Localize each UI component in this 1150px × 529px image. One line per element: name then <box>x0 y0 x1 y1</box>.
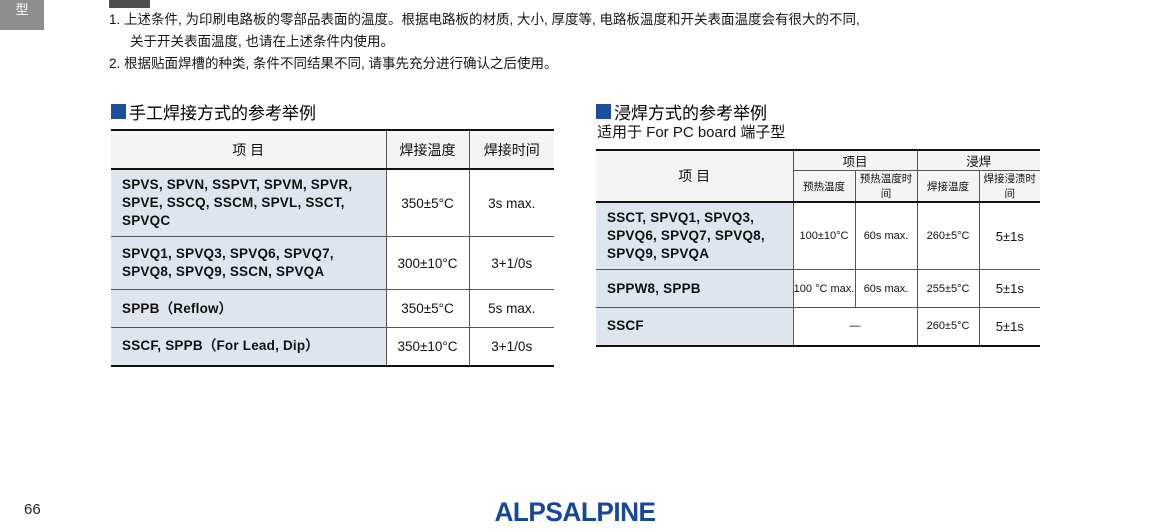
item-cell: SSCT, SPVQ1, SPVQ3, SPVQ6, SPVQ7, SPVQ8,… <box>596 201 794 270</box>
solder-temp-cell: 260±5°C <box>916 201 980 270</box>
dip-time-cell: 5±1s <box>978 307 1041 346</box>
group-header-preheat: 项目 <box>792 149 918 171</box>
note-label-remnant <box>109 0 150 8</box>
table-row: SPVQ1, SPVQ3, SPVQ6, SPVQ7, SPVQ8, SPVQ9… <box>111 236 554 290</box>
item-cell: SPPB（Reflow） <box>111 289 387 328</box>
col-header-preheat-time: 预热温度时间 <box>854 170 918 203</box>
notes-block: 1. 上述条件, 为印刷电路板的零部品表面的温度。根据电路板的材质, 大小, 厚… <box>109 9 860 75</box>
table-row: SPVS, SPVN, SSPVT, SPVM, SPVR, SPVE, SSC… <box>111 168 554 237</box>
temp-cell: 300±10°C <box>385 236 470 290</box>
solder-temp-cell: 255±5°C <box>916 269 980 308</box>
group-header-dip: 浸焊 <box>916 149 1041 171</box>
dip-solder-section-title: 浸焊方式的参考举例 <box>596 99 767 124</box>
dip-solder-subtitle: 适用于 For PC board 端子型 <box>597 124 786 141</box>
temp-cell: 350±5°C <box>385 289 470 328</box>
side-tab-label: 型 <box>15 1 29 17</box>
table-header-row: 项 目 焊接温度 焊接时间 <box>111 130 554 170</box>
col-header-preheat-temp: 预热温度 <box>793 170 856 203</box>
solder-temp-cell: 260±5°C <box>916 307 980 346</box>
temp-cell: 350±10°C <box>385 327 470 366</box>
preheat-time-cell: 60s max. <box>854 201 918 270</box>
col-header-solder-temp: 焊接温度 <box>385 130 470 170</box>
dip-time-cell: 5±1s <box>978 201 1041 270</box>
col-header-solder-temp: 焊接温度 <box>916 170 980 203</box>
dip-time-cell: 5±1s <box>978 269 1041 308</box>
item-cell: SSCF, SPPB（For Lead, Dip） <box>111 327 387 366</box>
item-cell: SPPW8, SPPB <box>596 269 794 308</box>
time-cell: 5s max. <box>468 289 554 328</box>
side-tab-type: 型 <box>0 0 44 30</box>
item-cell: SPVS, SPVN, SSPVT, SPVM, SPVR, SPVE, SSC… <box>111 168 387 237</box>
blue-square-icon <box>596 104 611 119</box>
table-row: SSCF, SPPB（For Lead, Dip） 350±10°C 3+1/0… <box>111 327 554 366</box>
item-cell: SPVQ1, SPVQ3, SPVQ6, SPVQ7, SPVQ8, SPVQ9… <box>111 236 387 290</box>
hand-solder-section-title: 手工焊接方式的参考举例 <box>111 99 316 124</box>
col-header-item: 项 目 <box>596 149 794 203</box>
note-line-1: 1. 上述条件, 为印刷电路板的零部品表面的温度。根据电路板的材质, 大小, 厚… <box>109 12 860 27</box>
note-line-2: 关于开关表面温度, 也请在上述条件内使用。 <box>130 34 395 49</box>
preheat-temp-cell: 100 °C max. <box>792 269 856 308</box>
hand-solder-title-text: 手工焊接方式的参考举例 <box>129 104 316 123</box>
blue-square-icon <box>111 104 126 119</box>
dip-solder-table: 项 目 项目 浸焊 预热温度 预热温度时间 焊接温度 焊接浸渍时间 SSCT, … <box>596 149 1041 347</box>
preheat-merged-cell: — <box>792 307 918 346</box>
note-line-3: 2. 根据贴面焊槽的种类, 条件不同结果不同, 请事先充分进行确认之后使用。 <box>109 56 558 71</box>
table-row: SSCT, SPVQ1, SPVQ3, SPVQ6, SPVQ7, SPVQ8,… <box>596 201 1041 270</box>
table-row: SPPB（Reflow） 350±5°C 5s max. <box>111 289 554 328</box>
table-row: SPPW8, SPPB 100 °C max. 60s max. 255±5°C… <box>596 269 1041 308</box>
alps-alpine-logo: ALPSALPINE <box>494 497 656 527</box>
time-cell: 3+1/0s <box>468 327 554 366</box>
table-header-group-row: 项 目 项目 浸焊 <box>596 149 1041 203</box>
page-number: 66 <box>24 501 41 518</box>
time-cell: 3+1/0s <box>468 236 554 290</box>
col-header-dip-time: 焊接浸渍时间 <box>978 170 1041 203</box>
dip-solder-title-text: 浸焊方式的参考举例 <box>614 104 767 123</box>
table-row: SSCF — 260±5°C 5±1s <box>596 307 1041 346</box>
preheat-time-cell: 60s max. <box>854 269 918 308</box>
col-header-item: 项 目 <box>111 130 387 170</box>
preheat-temp-cell: 100±10°C <box>792 201 856 270</box>
time-cell: 3s max. <box>468 168 554 237</box>
table-subheader-row: 预热温度 预热温度时间 焊接温度 焊接浸渍时间 <box>596 170 1041 203</box>
temp-cell: 350±5°C <box>385 168 470 237</box>
item-cell: SSCF <box>596 307 794 346</box>
hand-solder-table: 项 目 焊接温度 焊接时间 SPVS, SPVN, SSPVT, SPVM, S… <box>111 129 554 367</box>
col-header-solder-time: 焊接时间 <box>468 130 554 170</box>
